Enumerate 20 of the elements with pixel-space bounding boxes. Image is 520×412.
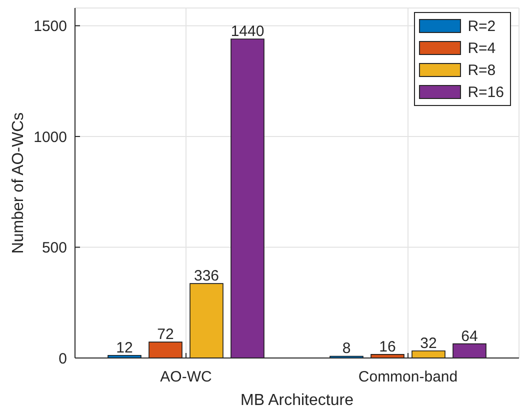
data-label: 72 bbox=[157, 326, 174, 344]
y-tick-label: 1000 bbox=[34, 128, 67, 146]
data-label: 16 bbox=[379, 338, 396, 356]
data-label: 336 bbox=[194, 268, 220, 285]
legend-label: R=4 bbox=[468, 40, 496, 56]
data-label: 12 bbox=[116, 339, 133, 356]
y-tick-label: 1500 bbox=[34, 18, 67, 36]
x-tick-label: Common-band bbox=[358, 368, 458, 386]
data-label: 32 bbox=[420, 334, 437, 352]
y-tick-label: 0 bbox=[58, 350, 67, 368]
x-tick-label: AO-WC bbox=[160, 368, 212, 386]
legend-label: R=8 bbox=[468, 62, 496, 78]
x-axis-title: MB Architecture bbox=[240, 392, 354, 409]
legend-label: R=16 bbox=[468, 84, 504, 100]
data-label: 64 bbox=[461, 328, 478, 345]
legend-label: R=2 bbox=[468, 18, 496, 34]
data-label: 8 bbox=[342, 340, 351, 358]
data-label: 1440 bbox=[230, 23, 264, 40]
y-axis-title: Number of AO-WCs bbox=[10, 112, 26, 254]
y-tick-label: 500 bbox=[42, 240, 67, 257]
